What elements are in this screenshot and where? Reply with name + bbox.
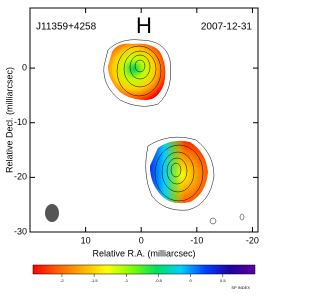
y-tick-label: -10 xyxy=(14,117,27,127)
y-tick-label: -20 xyxy=(14,172,27,182)
colorbar-tick-label: -0.5 xyxy=(155,278,163,283)
x-axis-label: Relative R.A. (milliarcsec) xyxy=(92,248,195,258)
colorbar xyxy=(32,264,256,275)
beam xyxy=(45,204,59,222)
colorbar-tick-label: -1.5 xyxy=(91,278,99,283)
colorbar-tick-label: 0 xyxy=(190,278,193,283)
source-name: J11359+4258 xyxy=(36,22,97,33)
colorbar-tick-label: -2 xyxy=(60,278,64,283)
chart: J11359+4258 H 2007-12-31 Relative R.A. (… xyxy=(4,7,259,290)
colorbar-label: SP INDEX xyxy=(231,285,250,290)
band-label: H xyxy=(136,13,152,38)
source-image xyxy=(45,39,245,225)
y-axis-label: Relative Decl. (milliarcsec) xyxy=(4,67,14,173)
x-tick-label: 0 xyxy=(139,235,144,245)
page: {"chart_data": {"type": "image", "source… xyxy=(4,7,259,291)
plot-frame xyxy=(29,7,259,233)
x-tick-label: 10 xyxy=(81,235,91,245)
colorbar-tick-label: 0.5 xyxy=(220,278,226,283)
x-tick-label: -20 xyxy=(246,235,259,245)
date-label: 2007-12-31 xyxy=(201,22,253,33)
y-tick-label: -30 xyxy=(14,226,27,236)
y-tick-label: 0 xyxy=(22,62,27,72)
x-tick-label: -10 xyxy=(190,235,203,245)
colorbar-tick-label: -1 xyxy=(125,278,129,283)
